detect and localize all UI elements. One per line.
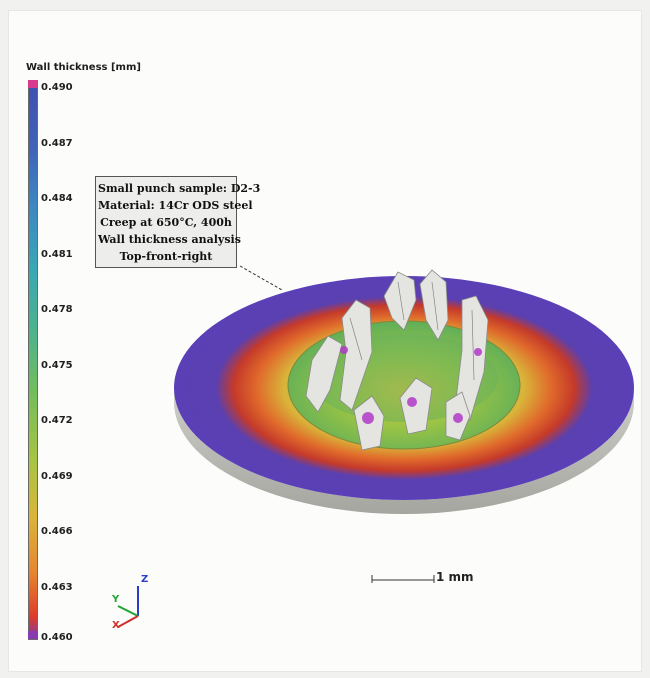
annotation-line: Wall thickness analysis — [98, 233, 241, 246]
color-scale-bar — [28, 80, 38, 640]
annotation-line: Small punch sample: D2-3 — [98, 182, 261, 195]
axis-x-label: X — [112, 620, 120, 631]
legend-tick: 0.460 — [41, 632, 73, 643]
coordinate-axes-icon — [117, 586, 139, 628]
legend-tick: 0.484 — [41, 193, 73, 204]
annotation-box: Small punch sample: D2-3 Material: 14Cr … — [95, 176, 261, 268]
fracture-petals — [305, 269, 489, 451]
legend-tick: 0.481 — [41, 249, 73, 260]
legend-tick: 0.490 — [41, 82, 73, 93]
leader-line — [239, 265, 283, 291]
legend-tick: 0.478 — [41, 304, 73, 315]
legend-tick: 0.487 — [41, 138, 73, 149]
legend-min-swatch — [28, 631, 38, 639]
legend-tick: 0.466 — [41, 526, 73, 537]
annotation-line: Material: 14Cr ODS steel — [98, 199, 253, 212]
scale-bar-label: 1 mm — [436, 570, 474, 584]
axis-y-label: Y — [112, 594, 120, 605]
annotation-line: Top-front-right — [119, 250, 213, 263]
axis-z-label: Z — [141, 574, 149, 585]
legend-tick: 0.472 — [41, 415, 73, 426]
legend-title: Wall thickness [mm] — [26, 62, 141, 73]
annotation-line: Creep at 650°C, 400h — [100, 216, 232, 229]
legend-max-swatch — [28, 80, 38, 88]
legend-tick: 0.469 — [41, 471, 73, 482]
legend-tick: 0.475 — [41, 360, 73, 371]
legend-tick: 0.463 — [41, 582, 73, 593]
scale-bar — [371, 575, 435, 583]
